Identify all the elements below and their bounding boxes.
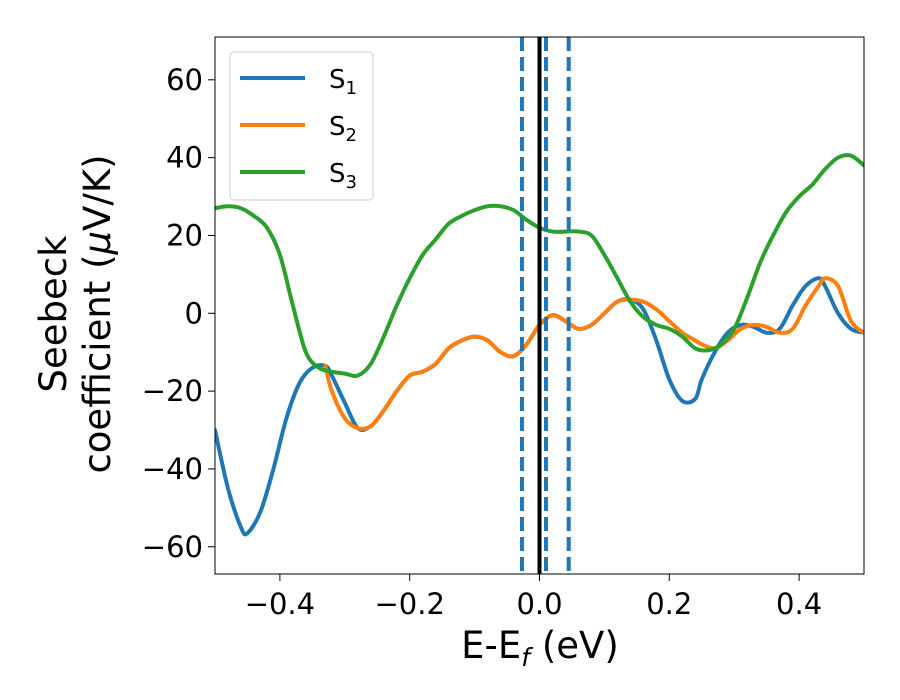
legend-label-s3: S3: [329, 159, 357, 193]
y-tick-label: 0: [185, 296, 203, 330]
x-tick-label: 0.2: [646, 587, 692, 621]
legend-label-s1: S1: [329, 65, 357, 99]
y-tick-label: −20: [142, 374, 203, 408]
y-axis-title-line1: Seebeck: [32, 235, 75, 393]
legend: S1 S2 S3: [229, 51, 374, 201]
x-axis: −0.4 −0.2 0.0 0.2 0.4: [245, 574, 822, 621]
y-axis-title-line2: coefficient (μV/K): [76, 154, 119, 473]
legend-label-s2: S2: [329, 112, 357, 146]
y-tick-label: −60: [142, 530, 203, 564]
series-layer: [215, 37, 864, 574]
y-tick-label: 40: [166, 141, 203, 175]
x-tick-label: 0.0: [516, 587, 562, 621]
series-line-s2: [323, 276, 864, 431]
y-axis: −60 −40 −20 0 20 40 60: [142, 63, 215, 564]
legend-entry-s1: S1: [240, 65, 357, 99]
x-tick-label: −0.4: [245, 587, 315, 621]
y-tick-label: 60: [166, 63, 203, 97]
y-tick-label: −40: [142, 452, 203, 486]
y-axis-title: Seebeck coefficient (μV/K): [32, 154, 119, 473]
x-tick-label: −0.2: [374, 587, 444, 621]
legend-entry-s2: S2: [240, 112, 357, 146]
x-axis-title: E-Ef (eV): [461, 624, 619, 672]
legend-entry-s3: S3: [240, 159, 357, 193]
x-tick-label: 0.4: [776, 587, 822, 621]
y-tick-label: 20: [166, 218, 203, 252]
